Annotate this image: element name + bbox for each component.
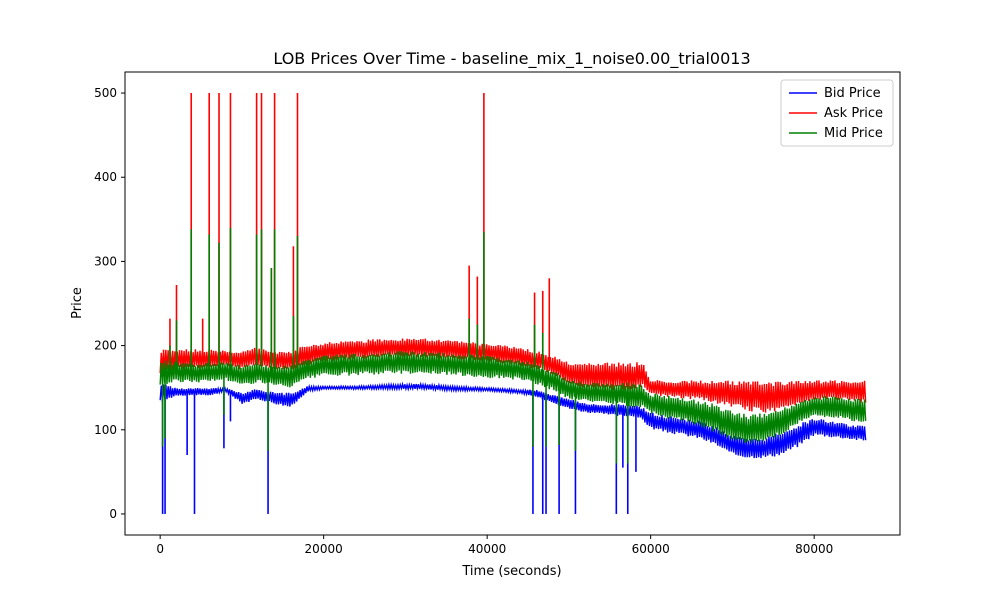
x-axis-ticks: 0 20000 40000 60000 80000 (156, 535, 833, 556)
legend-box (780, 79, 894, 147)
y-tick-label: 0 (109, 507, 117, 521)
x-tick-label: 40000 (468, 542, 506, 556)
legend-label: Mid Price (824, 126, 883, 141)
series-line (159, 381, 867, 459)
chart-title: LOB Prices Over Time - baseline_mix_1_no… (273, 49, 750, 69)
y-axis-label: Price (70, 287, 85, 319)
plot-frame (124, 71, 901, 536)
y-tick-label: 400 (94, 170, 117, 184)
x-tick-label: 0 (156, 542, 164, 556)
legend: Bid Price Ask Price Mid Price (780, 79, 894, 147)
legend-item: Mid Price (789, 126, 883, 141)
x-tick-label: 60000 (632, 542, 670, 556)
x-axis-label: Time (seconds) (461, 564, 561, 579)
legend-label: Bid Price (824, 86, 881, 101)
legend-label: Ask Price (824, 106, 883, 121)
series-mid-price (159, 227, 867, 464)
y-tick-label: 200 (94, 339, 117, 353)
y-axis-ticks: 0 100 200 300 400 500 (94, 86, 125, 521)
legend-item: Bid Price (789, 86, 881, 101)
series-line (159, 338, 867, 413)
y-tick-label: 500 (94, 86, 117, 100)
series-layer (159, 93, 867, 514)
x-tick-label: 20000 (305, 542, 343, 556)
y-tick-label: 100 (94, 423, 117, 437)
series-line (159, 351, 867, 443)
legend-item: Ask Price (789, 106, 883, 121)
y-tick-label: 300 (94, 254, 117, 268)
x-tick-label: 80000 (795, 542, 833, 556)
